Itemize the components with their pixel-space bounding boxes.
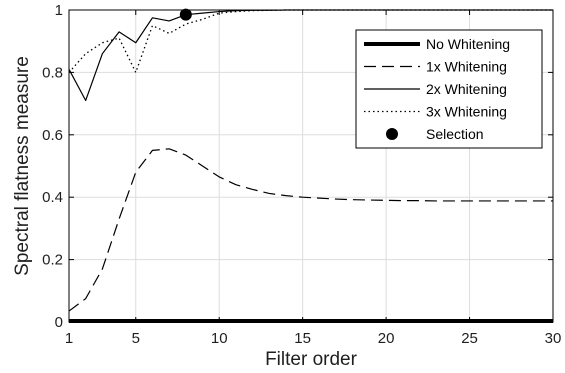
y-tick-label: 0.8 (42, 64, 63, 81)
legend-label: 1x Whitening (426, 59, 507, 75)
y-axis-label: Spectral flatness measure (12, 56, 33, 276)
plot-frame (68, 9, 554, 323)
y-tick-label: 1 (55, 2, 63, 19)
marker-layer (179, 8, 192, 21)
x-tick-label: 30 (545, 330, 562, 347)
x-axis-label: Filter order (265, 349, 358, 370)
x-tick-label: 25 (461, 330, 478, 347)
y-tick-label: 0.2 (42, 252, 63, 269)
y-tick-label: 0.4 (42, 189, 63, 206)
x-tick-label: 1 (65, 330, 73, 347)
legend-label: 2x Whitening (426, 81, 507, 97)
legend-items: No Whitening 1x Whitening 2x Whitening 3x W… (364, 36, 510, 142)
x-tick-label: 5 (132, 330, 140, 347)
legend-swatch-4 (386, 128, 398, 140)
y-tick-label: 0.6 (42, 127, 63, 144)
ticks-layer (68, 9, 554, 323)
x-tick-label: 10 (211, 330, 228, 347)
legend-label: No Whitening (426, 36, 510, 52)
selection-marker-0 (179, 8, 192, 21)
series-line-1 (68, 148, 553, 312)
x-tick-label: 20 (378, 330, 395, 347)
x-tick-label: 15 (294, 330, 311, 347)
legend-label: 3x Whitening (426, 104, 507, 120)
legend: No Whitening 1x Whitening 2x Whitening 3x W… (355, 29, 543, 149)
y-tick-label: 0 (55, 314, 63, 331)
legend-label: Selection (426, 126, 484, 142)
